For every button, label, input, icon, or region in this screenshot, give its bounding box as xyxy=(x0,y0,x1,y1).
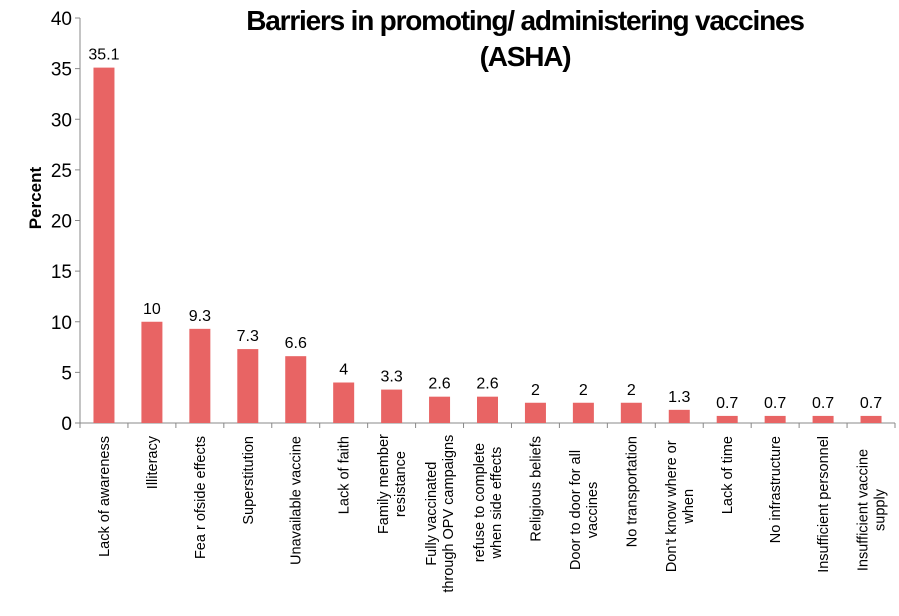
bar xyxy=(620,402,642,423)
bar xyxy=(333,382,355,423)
category-label: Lack of time xyxy=(720,436,736,514)
bar xyxy=(429,396,451,423)
category-label: No transportation xyxy=(624,436,640,547)
bar xyxy=(860,415,882,423)
data-label: 10 xyxy=(143,301,161,318)
y-tick-label: 25 xyxy=(51,161,72,182)
bar xyxy=(381,389,403,423)
bar xyxy=(668,409,690,423)
chart-title: Barriers in promoting/ administering vac… xyxy=(246,5,804,36)
category-label: Lack of faith xyxy=(337,436,353,514)
data-labels-group: 35.1 10 9.3 7.3 6.6 4 3.3 2.6 2.6 2 2 2 1.3 0.7 0.7 0.7… xyxy=(88,47,882,412)
y-tick-label: 10 xyxy=(51,313,72,334)
category-label: Religious beliefs xyxy=(528,436,544,542)
data-label: 0.7 xyxy=(716,395,738,412)
bar xyxy=(572,402,594,423)
category-label: Fully vaccinatedthrough OPV campaigns xyxy=(424,435,457,593)
bar xyxy=(189,328,211,423)
y-tick-label: 30 xyxy=(51,110,72,131)
category-label: Unavailable vaccine xyxy=(289,436,305,565)
data-label: 0.7 xyxy=(764,395,786,412)
category-label: Fea r ofside effects xyxy=(193,436,209,559)
category-label: Don't know where orwhen xyxy=(664,440,697,572)
chart-subtitle: (ASHA) xyxy=(480,41,571,72)
bars-group xyxy=(93,67,882,424)
y-tick-label: 15 xyxy=(51,262,72,283)
data-label: 0.7 xyxy=(860,395,882,412)
y-tick-label: 5 xyxy=(61,363,72,384)
bar xyxy=(524,402,546,423)
data-label: 2.6 xyxy=(428,376,450,393)
category-label: Insufficient personnel xyxy=(816,436,832,573)
data-label: 2 xyxy=(627,382,636,399)
data-label: 4 xyxy=(339,362,348,379)
category-label: Lack of awareness xyxy=(97,436,113,557)
bar xyxy=(716,415,738,423)
bar xyxy=(285,356,307,423)
y-tick-label: 40 xyxy=(51,9,72,30)
data-label: 1.3 xyxy=(668,389,690,406)
data-label: 2.6 xyxy=(476,376,498,393)
y-axis-label: Percent xyxy=(26,166,45,229)
bar xyxy=(93,67,115,424)
bar xyxy=(764,415,786,423)
category-label: Insufficient vaccinesupply xyxy=(856,449,889,571)
y-tick-label: 35 xyxy=(51,60,72,81)
data-label: 2 xyxy=(579,382,588,399)
category-label: Door to door for allvaccines xyxy=(568,450,601,570)
category-labels-group: Lack of awareness Illiteracy Fea r ofside … xyxy=(97,434,889,593)
y-tick-label: 0 xyxy=(61,414,72,435)
axes: 0 5 10 15 20 25 30 35 40 xyxy=(51,9,896,435)
category-label: Illiteracy xyxy=(145,435,161,489)
bar xyxy=(237,349,259,423)
category-label: No infrastructure xyxy=(768,436,784,543)
data-label: 0.7 xyxy=(812,395,834,412)
data-label: 7.3 xyxy=(237,328,259,345)
bar xyxy=(477,396,498,423)
data-label: 6.6 xyxy=(285,335,307,352)
bar xyxy=(812,415,834,423)
category-label: refuse to completewhen side effects xyxy=(472,443,505,562)
category-label: Family memberresistance xyxy=(376,434,409,534)
y-tick-label: 20 xyxy=(51,212,72,233)
bar xyxy=(141,321,163,423)
data-label: 2 xyxy=(531,382,540,399)
data-label: 3.3 xyxy=(380,369,402,386)
data-label: 9.3 xyxy=(189,308,211,325)
data-label: 35.1 xyxy=(88,47,119,64)
category-label: Superstitution xyxy=(241,436,257,525)
